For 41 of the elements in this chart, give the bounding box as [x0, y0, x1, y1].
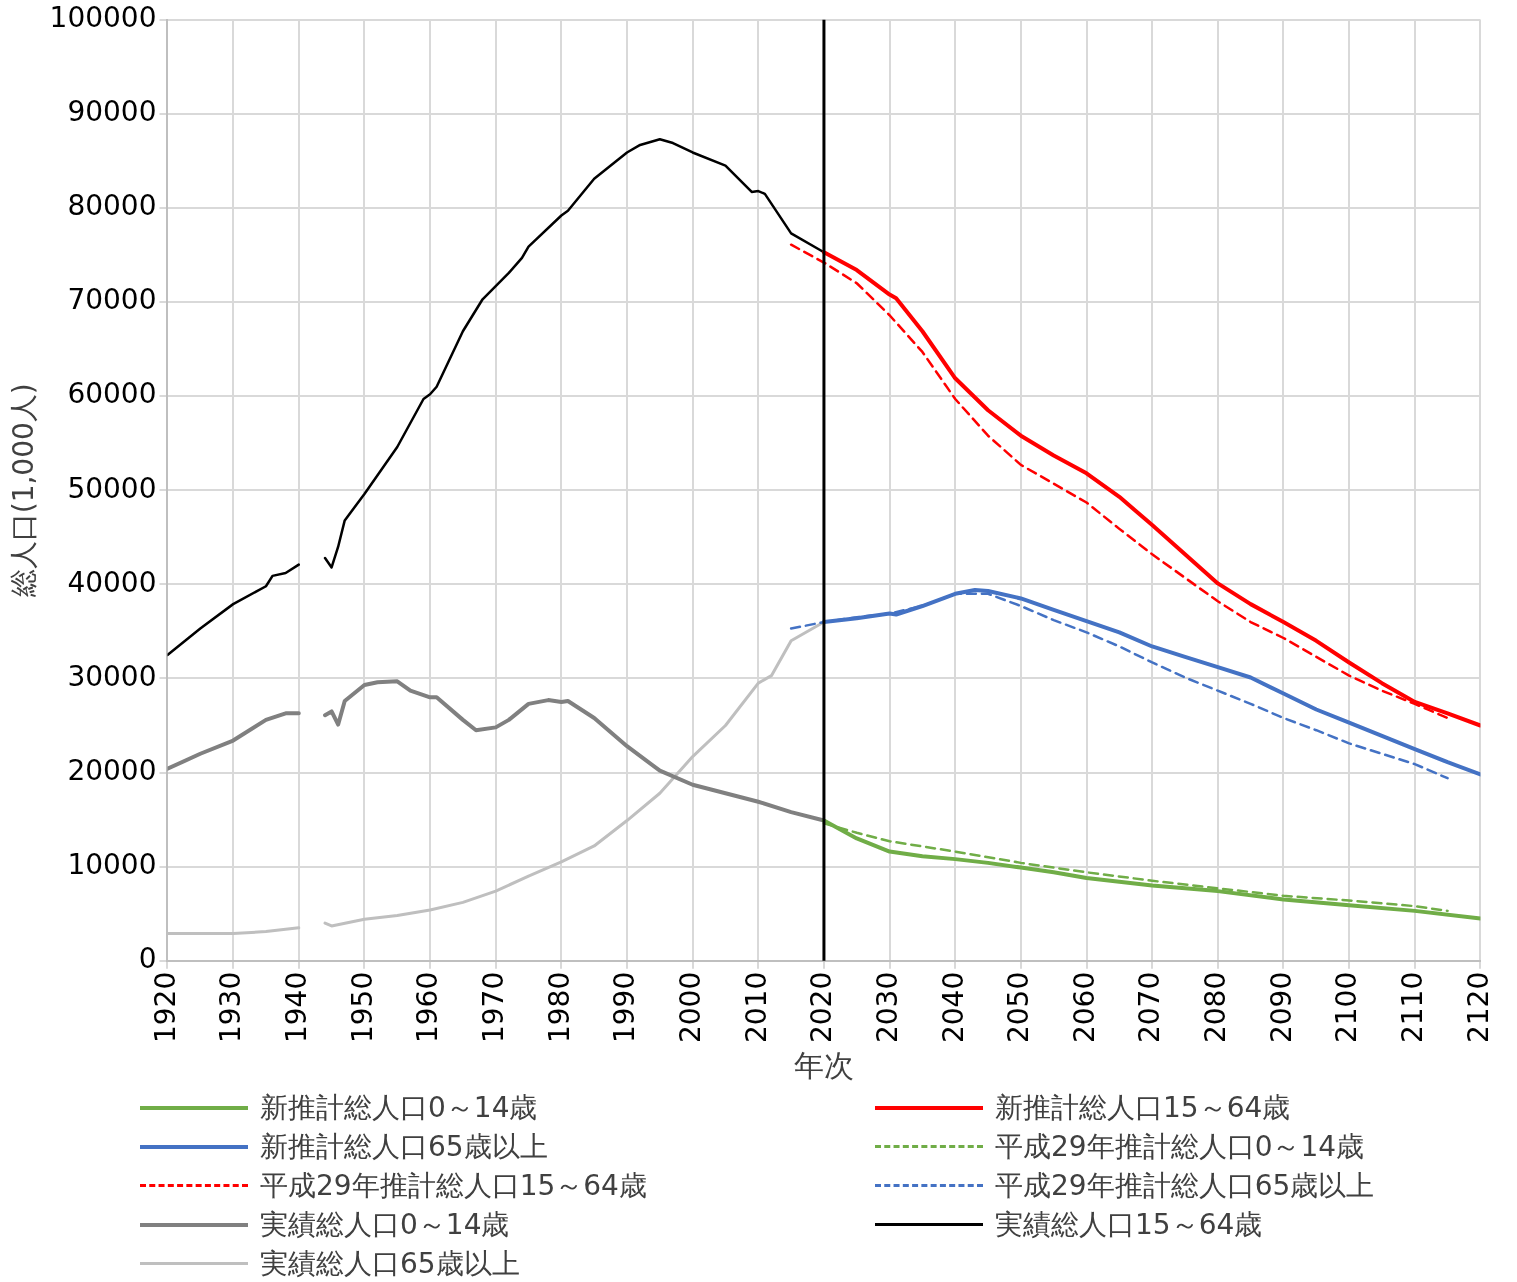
x-tick-label: 2000: [673, 971, 707, 1044]
legend-label: 平成29年推計総人口15～64歳: [260, 1167, 647, 1204]
legend-label: 実績総人口15～64歳: [995, 1206, 1263, 1243]
y-tick-label: 10000: [67, 847, 157, 881]
y-tick-label: 100000: [49, 1, 157, 35]
x-tick-label: 2020: [805, 971, 839, 1044]
y-tick-label: 60000: [67, 377, 157, 411]
x-tick-label: 2100: [1330, 971, 1364, 1044]
legend-label: 平成29年推計総人口0～14歳: [995, 1128, 1365, 1165]
x-tick-label: 1930: [214, 971, 248, 1044]
y-axis-title: 総人口(1,000人): [7, 383, 41, 599]
x-tick-label: 2050: [1002, 971, 1036, 1044]
legend-label: 新推計総人口0～14歳: [260, 1089, 538, 1126]
x-tick-label: 2040: [936, 971, 970, 1044]
y-tick-label: 80000: [67, 189, 157, 223]
x-tick-label: 2010: [739, 971, 773, 1044]
legend-label: 実績総人口65歳以上: [260, 1245, 520, 1282]
x-axis-title: 年次: [793, 1047, 854, 1083]
legend-label: 実績総人口0～14歳: [260, 1206, 510, 1243]
y-tick-label: 40000: [67, 565, 157, 599]
y-tick-label: 30000: [67, 659, 157, 693]
legend-label: 平成29年推計総人口65歳以上: [995, 1167, 1375, 1204]
x-tick-label: 1950: [345, 971, 379, 1044]
x-tick-label: 2120: [1461, 971, 1495, 1044]
x-tick-label: 1990: [608, 971, 642, 1044]
x-tick-label: 2060: [1067, 971, 1101, 1044]
x-tick-label: 1970: [477, 971, 510, 1044]
x-tick-label: 2090: [1264, 971, 1298, 1044]
legend-label: 新推計総人口65歳以上: [260, 1128, 548, 1165]
x-tick-label: 2070: [1133, 971, 1167, 1044]
legend-label: 新推計総人口15～64歳: [995, 1089, 1291, 1126]
x-tick-label: 1960: [411, 971, 445, 1044]
x-tick-label: 1980: [542, 971, 576, 1044]
y-tick-label: 90000: [67, 95, 157, 129]
x-tick-label: 2080: [1199, 971, 1233, 1044]
x-tick-label: 1940: [280, 971, 314, 1044]
x-tick-label: 2110: [1396, 971, 1430, 1044]
y-tick-label: 50000: [67, 471, 157, 505]
x-tick-label: 2030: [870, 971, 904, 1044]
y-tick-label: 70000: [67, 283, 157, 317]
y-tick-label: 20000: [67, 753, 157, 787]
